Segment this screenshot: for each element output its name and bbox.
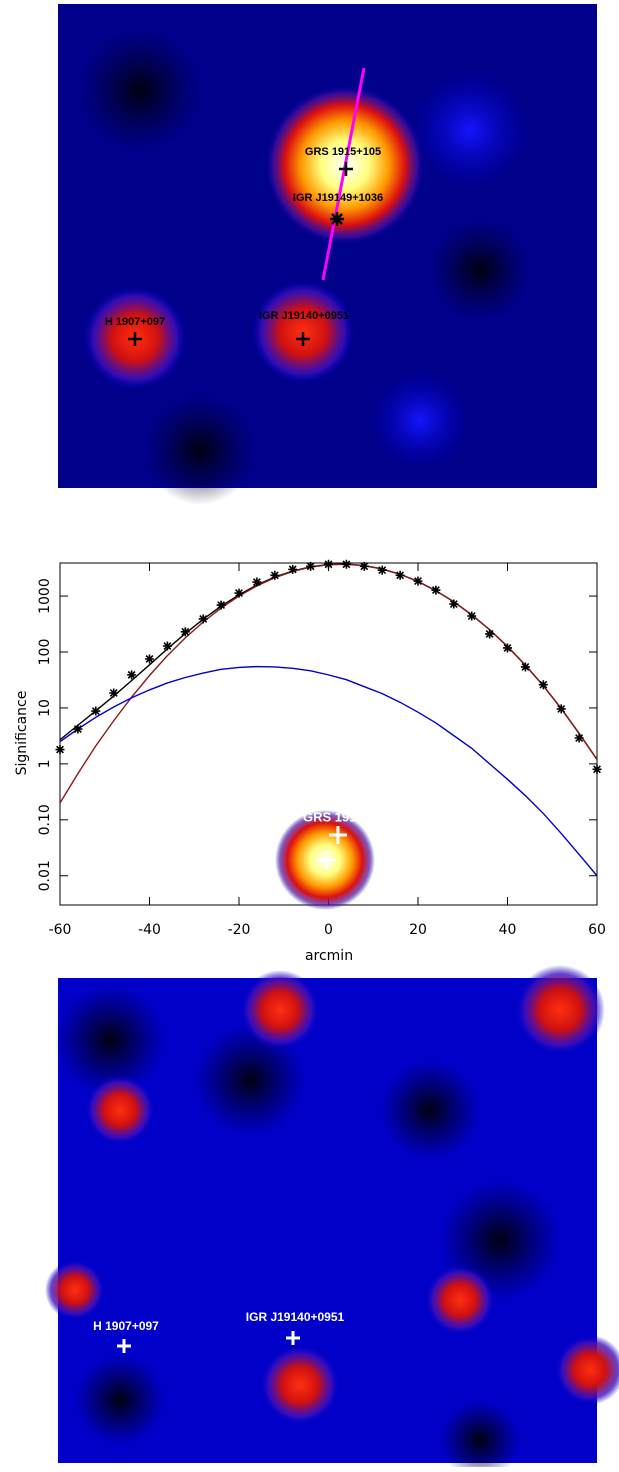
source-label: IGR J19149+1036 xyxy=(293,192,383,204)
y-tick-label: 0.10 xyxy=(37,804,53,835)
data-point xyxy=(341,559,351,569)
data-point xyxy=(503,643,512,653)
data-point xyxy=(180,627,190,637)
data-point xyxy=(431,585,441,595)
data-point xyxy=(413,576,423,586)
y-tick-label: 10 xyxy=(37,699,53,717)
x-tick-label: 0 xyxy=(324,922,333,938)
data-point xyxy=(574,733,584,743)
source-markers xyxy=(117,826,347,1353)
bottom-map: GRS 1915+105 IGR J19149+1036 H 1907+097 … xyxy=(45,809,619,1472)
x-tick-label: 40 xyxy=(499,922,517,938)
data-point xyxy=(324,559,333,569)
data-point xyxy=(449,599,459,609)
data-point xyxy=(216,600,226,610)
x-tick-label: 60 xyxy=(588,922,606,938)
data-point xyxy=(520,662,530,672)
data-point xyxy=(359,561,369,571)
x-tick-label: 20 xyxy=(409,922,427,938)
source-label: IGR J19149+1036 xyxy=(169,850,276,865)
x-axis-label: arcmin xyxy=(305,948,353,964)
source-label: H 1907+097 xyxy=(105,316,165,328)
data-point xyxy=(592,764,602,774)
top-map: GRS 1915+105 IGR J19149+1036 H 1907+097 … xyxy=(58,4,597,505)
scan-track xyxy=(321,67,366,281)
y-tick-label: 1 xyxy=(37,759,53,768)
data-point xyxy=(485,629,495,639)
y-axis-label: Significance xyxy=(14,691,30,776)
data-point xyxy=(55,745,65,755)
fit-curve xyxy=(60,563,597,804)
data-point xyxy=(198,614,208,624)
profile-chart: Significance arcmin -60 -40 -20 0 20 40 60 0.01… xyxy=(14,559,606,964)
data-point xyxy=(127,670,137,680)
x-tick-label: -60 xyxy=(49,922,72,938)
data-point xyxy=(538,680,548,690)
fit-curve xyxy=(60,665,597,877)
source-asterisk xyxy=(330,212,344,226)
data-point xyxy=(288,564,298,574)
y-tick-label: 100 xyxy=(37,639,53,666)
y-tick-label: 1000 xyxy=(37,578,53,614)
data-point xyxy=(270,570,280,580)
data-point xyxy=(556,704,566,714)
y-tick-label: 0.01 xyxy=(37,860,53,891)
data-point xyxy=(145,654,154,664)
data-point xyxy=(234,588,244,598)
data-point xyxy=(306,561,316,571)
fit-curve xyxy=(60,563,597,760)
data-point xyxy=(109,688,119,698)
data-point xyxy=(252,577,262,587)
data-point xyxy=(467,611,477,621)
source-label: H 1907+097 xyxy=(93,1319,159,1333)
data-point xyxy=(377,565,387,575)
data-point xyxy=(395,570,405,580)
data-point xyxy=(73,724,83,734)
data-point xyxy=(91,706,101,716)
source-label: GRS 1915+105 xyxy=(303,809,393,824)
source-markers xyxy=(128,162,353,346)
source-label: IGR J19140+0951 xyxy=(259,310,349,322)
source-label: IGR J19140+0951 xyxy=(246,1310,345,1324)
data-point xyxy=(162,641,172,651)
x-tick-label: -40 xyxy=(138,922,161,938)
x-tick-label: -20 xyxy=(228,922,251,938)
source-label: GRS 1915+105 xyxy=(305,146,381,158)
